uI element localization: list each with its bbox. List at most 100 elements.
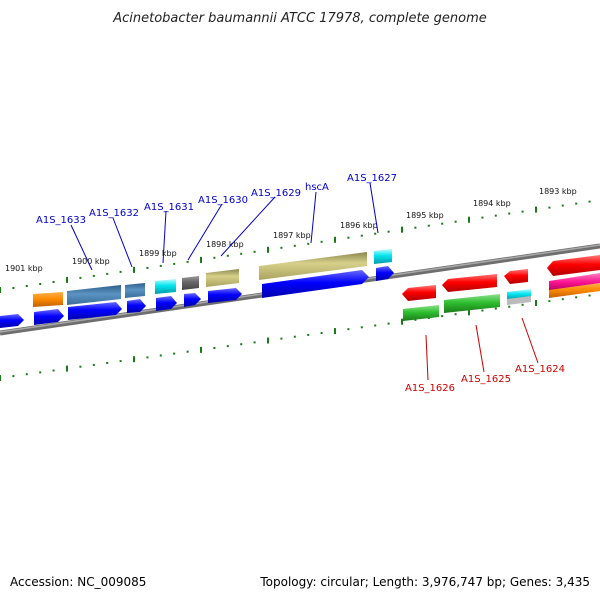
top-gene-labels: A1S_1633 A1S_1632 A1S_1631 A1S_1630 A1S_… <box>36 173 397 226</box>
minor-tick <box>508 212 511 215</box>
gene-label[interactable]: A1S_1625 <box>461 374 511 385</box>
kbp-label: 1899 kbp <box>139 249 177 258</box>
minor-tick <box>575 296 578 299</box>
cds-arrow[interactable] <box>184 293 201 307</box>
kbp-label: 1893 kbp <box>539 187 577 196</box>
minor-tick <box>240 252 243 255</box>
gene-feature-steelblue[interactable] <box>125 283 145 298</box>
major-tick <box>66 365 68 372</box>
minor-tick <box>25 285 28 287</box>
major-tick <box>66 276 68 283</box>
kbp-label: 1901 kbp <box>5 264 43 273</box>
minor-tick <box>159 264 162 267</box>
minor-tick <box>280 337 283 340</box>
cds-arrow-reverse[interactable] <box>547 255 600 276</box>
cds-arrow[interactable] <box>156 296 177 311</box>
minor-tick <box>92 274 95 277</box>
minor-tick <box>307 333 310 336</box>
gene-feature-gray[interactable] <box>507 296 531 305</box>
minor-tick <box>146 356 149 359</box>
minor-tick <box>481 216 484 219</box>
minor-tick <box>441 222 444 225</box>
minor-tick <box>253 250 256 253</box>
minor-tick <box>441 315 444 318</box>
minor-tick <box>414 318 417 321</box>
minor-tick <box>52 281 55 283</box>
major-tick <box>334 236 336 243</box>
minor-tick <box>39 371 42 374</box>
bottom-label-leaders <box>425 317 539 381</box>
kbp-scale: 1901 kbp 1900 kbp 1899 kbp 1898 kbp 1897… <box>5 187 577 273</box>
minor-tick <box>360 326 363 329</box>
major-tick <box>200 256 202 263</box>
minor-tick <box>454 220 457 223</box>
major-tick <box>133 356 135 363</box>
cds-arrow-reverse[interactable] <box>442 274 497 292</box>
gene-feature-green[interactable] <box>444 294 500 313</box>
major-tick <box>535 206 537 213</box>
gene-feature-cyan[interactable] <box>155 279 176 294</box>
minor-tick <box>186 260 189 263</box>
gene-feature-gray[interactable] <box>182 276 199 290</box>
minor-tick <box>119 270 122 273</box>
minor-tick <box>575 202 578 205</box>
minor-tick <box>173 262 176 265</box>
cds-arrow[interactable] <box>376 266 394 281</box>
minor-tick <box>186 350 189 353</box>
upper-cds-track <box>0 266 394 328</box>
minor-tick <box>387 230 390 233</box>
cds-arrow[interactable] <box>68 302 122 320</box>
gene-label[interactable]: A1S_1633 <box>36 215 86 226</box>
major-tick <box>535 300 537 306</box>
gene-feature-green[interactable] <box>403 305 439 321</box>
minor-tick <box>548 206 551 209</box>
major-tick <box>0 287 1 293</box>
gene-label[interactable]: A1S_1630 <box>198 195 248 206</box>
minor-tick <box>374 232 377 235</box>
lower-cds-track <box>402 255 600 301</box>
minor-tick <box>427 224 430 227</box>
gene-label[interactable]: A1S_1631 <box>144 202 194 213</box>
accession-text: Accession: NC_009085 <box>10 575 146 589</box>
major-tick <box>401 318 403 325</box>
cds-arrow[interactable] <box>262 270 369 298</box>
gene-label[interactable]: A1S_1627 <box>347 173 397 184</box>
minor-tick <box>213 256 216 259</box>
minor-tick <box>293 244 296 247</box>
gene-feature-cyan[interactable] <box>374 249 392 264</box>
gene-feature-steelblue[interactable] <box>67 285 121 305</box>
gene-label[interactable]: A1S_1629 <box>251 188 301 199</box>
minor-tick <box>387 322 390 325</box>
gene-feature-khaki[interactable] <box>206 269 239 287</box>
minor-tick <box>159 354 162 357</box>
gene-label[interactable]: A1S_1624 <box>515 364 565 375</box>
minor-tick <box>25 373 28 376</box>
minor-tick <box>588 200 591 203</box>
minor-tick <box>374 324 377 327</box>
cds-arrow-reverse[interactable] <box>402 285 436 301</box>
minor-tick <box>39 283 42 285</box>
gene-feature-pink[interactable] <box>549 273 600 291</box>
minor-tick <box>146 266 149 269</box>
minor-tick <box>481 309 484 312</box>
gene-feature-khaki[interactable] <box>259 252 367 280</box>
major-tick <box>133 266 135 273</box>
cds-arrow[interactable] <box>127 299 146 313</box>
minor-tick <box>253 341 256 344</box>
cds-arrow[interactable] <box>0 314 24 328</box>
cds-arrow-reverse[interactable] <box>504 269 528 284</box>
gene-feature-orange[interactable] <box>33 292 63 307</box>
minor-tick <box>508 305 511 308</box>
major-tick <box>267 337 269 344</box>
minor-tick <box>92 363 95 366</box>
gene-feature-orange[interactable] <box>549 283 600 298</box>
lower-tick-row <box>0 294 591 381</box>
gene-label[interactable]: A1S_1626 <box>405 383 455 394</box>
cds-arrow[interactable] <box>208 288 242 303</box>
minor-tick <box>79 365 82 368</box>
gene-label[interactable]: hscA <box>305 182 329 193</box>
minor-tick <box>320 240 323 243</box>
minor-tick <box>226 254 229 257</box>
gene-label[interactable]: A1S_1632 <box>89 208 139 219</box>
cds-arrow[interactable] <box>34 309 64 325</box>
